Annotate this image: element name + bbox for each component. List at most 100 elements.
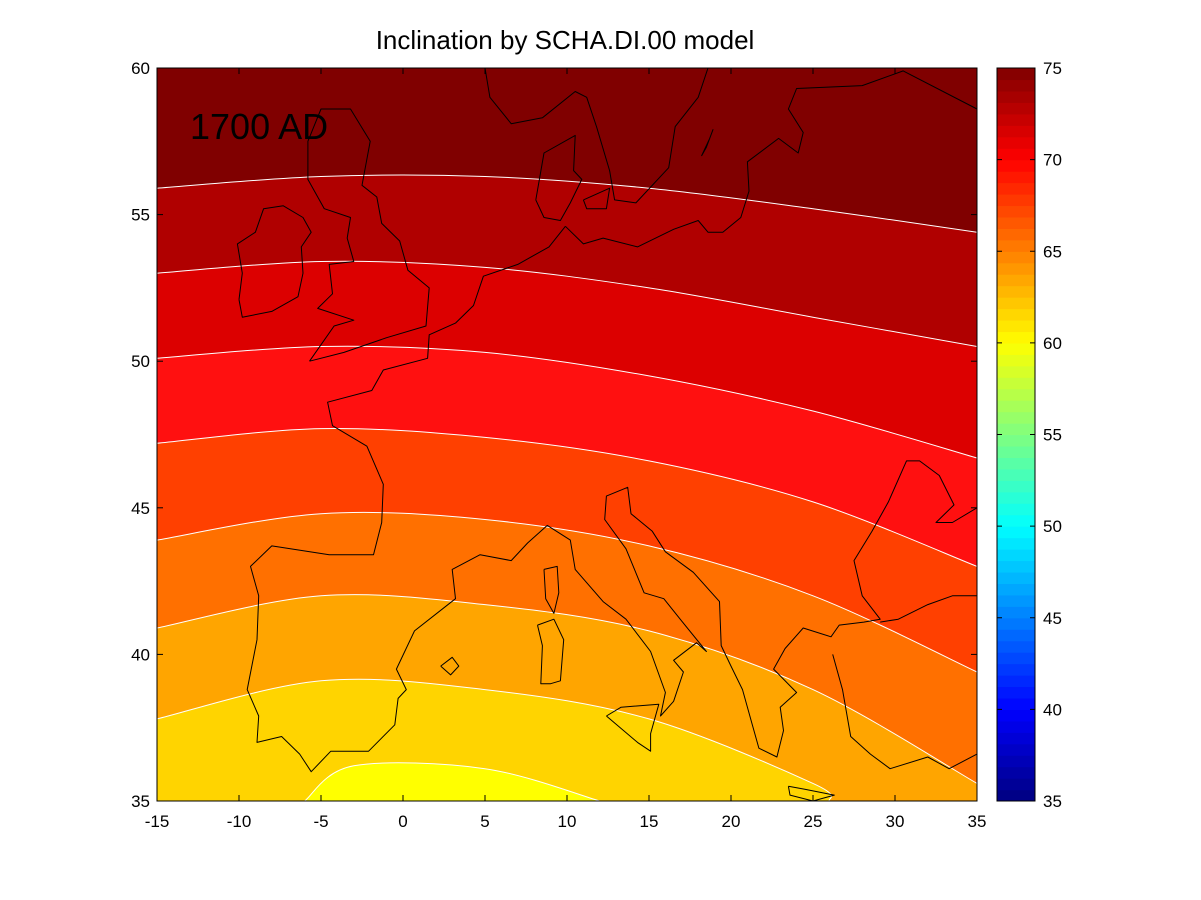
coastline-denmark bbox=[535, 134, 583, 221]
colorbar-strip bbox=[997, 583, 1035, 596]
colorbar-strip bbox=[997, 732, 1035, 745]
contour-line-59 bbox=[304, 762, 600, 801]
colorbar-strip bbox=[997, 480, 1035, 493]
coastline-corsica bbox=[543, 565, 560, 614]
colorbar-tick-label: 45 bbox=[1043, 609, 1062, 628]
coastline-zealand bbox=[582, 187, 611, 210]
x-tick-label: -15 bbox=[145, 812, 170, 831]
colorbar-strip bbox=[997, 663, 1035, 676]
colorbar-strip bbox=[997, 171, 1035, 184]
colorbar-strip bbox=[997, 125, 1035, 138]
colorbar-ticks: 35 40 45 50 55 60 65 70 75 bbox=[997, 59, 1062, 811]
colorbar-strip bbox=[997, 720, 1035, 733]
colorbar-strip bbox=[997, 606, 1035, 619]
contour-line-61 bbox=[157, 678, 832, 801]
x-tick-label: 10 bbox=[558, 812, 577, 831]
contour-line-73 bbox=[157, 174, 977, 233]
coastline-ireland bbox=[236, 205, 312, 318]
x-tick-label: 0 bbox=[398, 812, 407, 831]
coastline-scandinavia bbox=[484, 68, 709, 204]
colorbar-strip bbox=[997, 136, 1035, 149]
colorbar-strip bbox=[997, 743, 1035, 756]
x-tick-label: -10 bbox=[227, 812, 252, 831]
colorbar-strip bbox=[997, 560, 1035, 573]
coastline-sardinia bbox=[537, 618, 565, 685]
colorbar-strip bbox=[997, 778, 1035, 791]
colorbar-strip bbox=[997, 228, 1035, 241]
coastline-baltic-east bbox=[565, 70, 977, 248]
colorbar-strip bbox=[997, 239, 1035, 252]
colorbar-strip bbox=[997, 205, 1035, 218]
colorbar-strip bbox=[997, 113, 1035, 126]
colorbar-strip bbox=[997, 193, 1035, 207]
contour-line-65 bbox=[157, 511, 977, 673]
colorbar-strip bbox=[997, 159, 1035, 172]
x-tick-label: 25 bbox=[804, 812, 823, 831]
colorbar-tick-label: 70 bbox=[1043, 151, 1062, 170]
colorbar-strip bbox=[997, 514, 1035, 527]
colorbar-strip bbox=[997, 617, 1035, 630]
y-tick-label: 50 bbox=[131, 352, 150, 371]
colorbar-strip bbox=[997, 182, 1035, 195]
colorbar-strip bbox=[997, 491, 1035, 504]
colorbar-strip bbox=[997, 629, 1035, 642]
colorbar-strip bbox=[997, 423, 1035, 436]
colorbar-strip bbox=[997, 537, 1035, 550]
x-tick-label: 30 bbox=[886, 812, 905, 831]
colorbar-strip bbox=[997, 594, 1035, 607]
x-tick-label: 35 bbox=[968, 812, 987, 831]
x-tick-label: 15 bbox=[640, 812, 659, 831]
contour-line-67 bbox=[157, 427, 977, 567]
colorbar-strip bbox=[997, 251, 1035, 264]
contour-lines bbox=[157, 174, 977, 801]
coastlines bbox=[236, 68, 977, 801]
colorbar-strip bbox=[997, 331, 1035, 344]
colorbar-strip bbox=[997, 274, 1035, 287]
colorbar-strip bbox=[997, 686, 1035, 699]
coastline-sicily bbox=[606, 703, 660, 752]
x-tick-label: 20 bbox=[722, 812, 741, 831]
colorbar-strip bbox=[997, 526, 1035, 539]
coastline-mallorca bbox=[440, 656, 460, 676]
colorbar-strip bbox=[997, 434, 1035, 447]
colorbar-strip bbox=[997, 68, 1035, 81]
colorbar-strip bbox=[997, 457, 1035, 470]
colorbar-strip bbox=[997, 400, 1035, 413]
contour-bands bbox=[157, 68, 977, 801]
coastline-gotland bbox=[701, 129, 714, 157]
colorbar-strip bbox=[997, 766, 1035, 779]
colorbar-strip bbox=[997, 411, 1035, 424]
colorbar-strip bbox=[997, 377, 1035, 390]
contour-band-73 bbox=[157, 68, 977, 233]
colorbar-strip bbox=[997, 549, 1035, 562]
colorbar-strip bbox=[997, 79, 1035, 92]
colorbar-strip bbox=[997, 148, 1035, 161]
contour-line-71 bbox=[157, 260, 977, 347]
coastline-great-britain bbox=[307, 108, 430, 362]
colorbar-strip bbox=[997, 709, 1035, 722]
y-axis: 35 40 45 50 55 60 bbox=[131, 59, 977, 811]
chart-title: Inclination by SCHA.DI.00 model bbox=[376, 25, 755, 55]
colorbar-strip bbox=[997, 503, 1035, 516]
colorbar-strip bbox=[997, 354, 1035, 367]
y-tick-label: 45 bbox=[131, 499, 150, 518]
colorbar-strip bbox=[997, 652, 1035, 665]
colorbar-tick-label: 65 bbox=[1043, 242, 1062, 261]
colorbar-strip bbox=[997, 90, 1035, 103]
y-tick-label: 60 bbox=[131, 59, 150, 78]
colorbar-tick-label: 75 bbox=[1043, 59, 1062, 78]
coastline-crete bbox=[787, 785, 835, 801]
x-axis: -15 -10 -5 0 5 10 15 20 25 30 35 bbox=[145, 68, 987, 831]
colorbar-strip bbox=[997, 319, 1035, 333]
colorbar-strip bbox=[997, 468, 1035, 481]
y-tick-label: 55 bbox=[131, 206, 150, 225]
colorbar-strip bbox=[997, 445, 1035, 458]
x-tick-label: -5 bbox=[313, 812, 328, 831]
colorbar-strip bbox=[997, 365, 1035, 378]
colorbar-strip bbox=[997, 789, 1035, 801]
y-tick-label: 40 bbox=[131, 645, 150, 664]
colorbar-strip bbox=[997, 285, 1035, 298]
x-tick-label: 5 bbox=[480, 812, 489, 831]
colorbar-strip bbox=[997, 697, 1035, 710]
